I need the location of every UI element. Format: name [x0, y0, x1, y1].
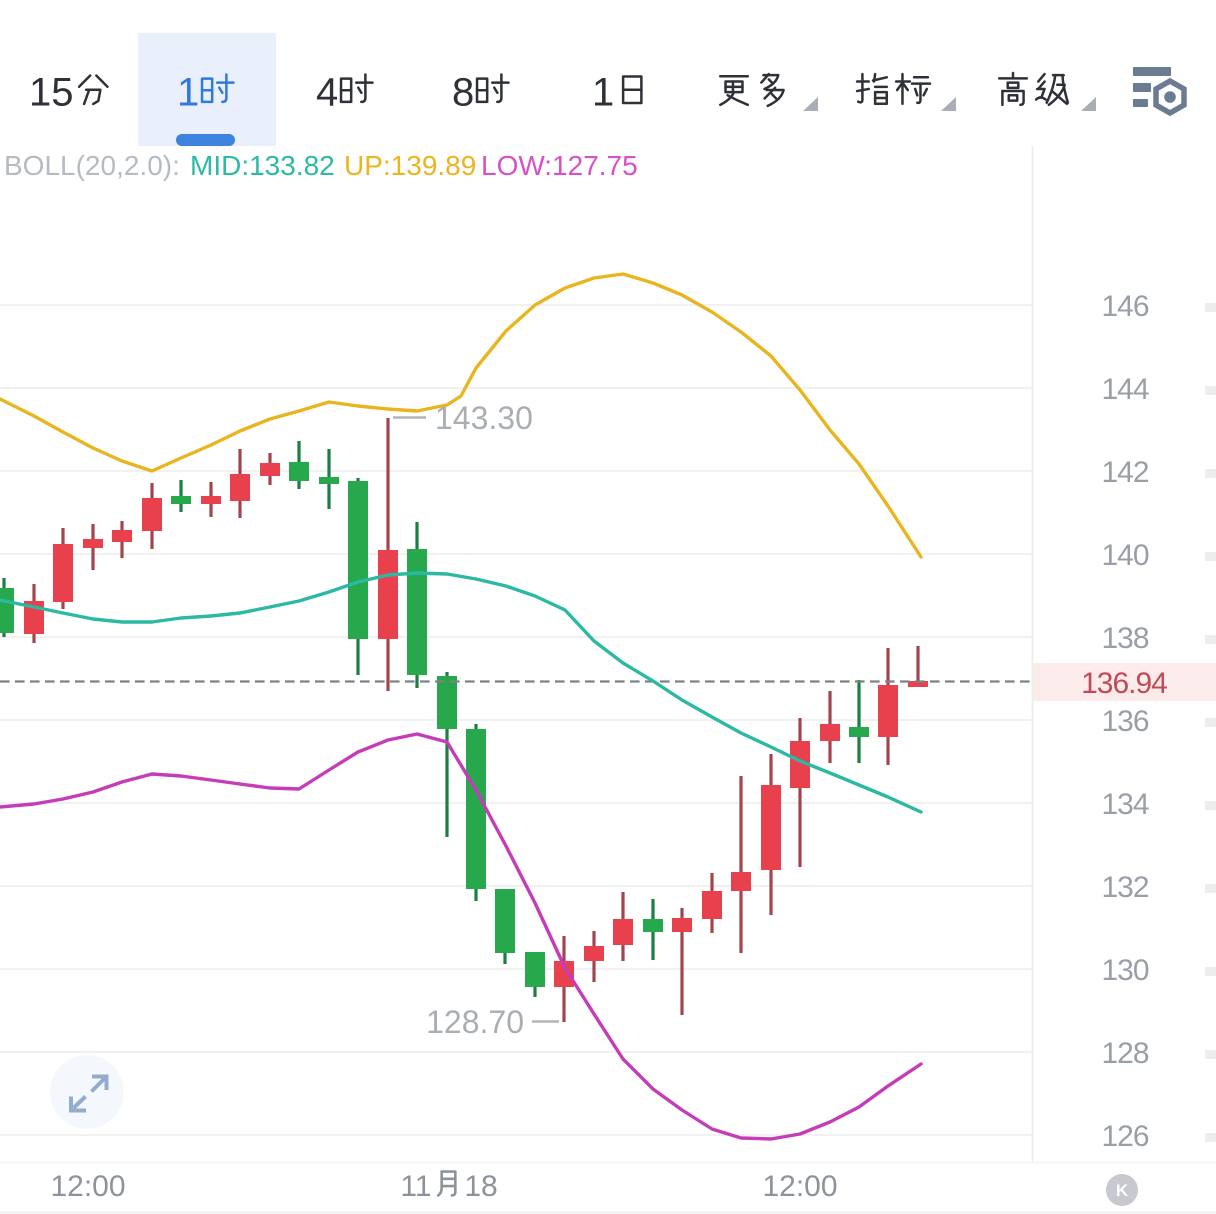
svg-text:1: 1 [592, 71, 614, 115]
svg-text:132: 132 [1101, 871, 1148, 904]
svg-text:BOLL(20,2.0):: BOLL(20,2.0): [4, 150, 180, 181]
svg-text:18: 18 [464, 1170, 497, 1203]
svg-text:126: 126 [1101, 1120, 1148, 1153]
svg-text:136.94: 136.94 [1081, 667, 1167, 700]
svg-text:130: 130 [1101, 954, 1148, 987]
svg-text:UP:139.89: UP:139.89 [344, 150, 476, 181]
svg-text:134: 134 [1101, 788, 1148, 821]
svg-text:LOW:127.75: LOW:127.75 [481, 150, 638, 181]
svg-text:146: 146 [1101, 290, 1148, 323]
svg-text:11: 11 [400, 1170, 431, 1203]
svg-text:4: 4 [316, 71, 338, 115]
svg-text:143.30: 143.30 [435, 400, 533, 436]
svg-text:MID:133.82: MID:133.82 [190, 150, 335, 181]
svg-text:144: 144 [1101, 373, 1148, 406]
svg-text:12:00: 12:00 [762, 1170, 837, 1203]
svg-text:142: 142 [1101, 456, 1148, 489]
svg-text:12:00: 12:00 [50, 1170, 125, 1203]
svg-text:15: 15 [29, 71, 74, 115]
svg-text:138: 138 [1101, 622, 1148, 655]
svg-text:8: 8 [452, 71, 474, 115]
svg-text:K: K [1116, 1181, 1129, 1200]
svg-text:140: 140 [1101, 539, 1148, 572]
svg-text:1: 1 [177, 71, 199, 115]
svg-text:128.70: 128.70 [426, 1004, 524, 1040]
svg-text:136: 136 [1101, 705, 1148, 738]
svg-text:128: 128 [1101, 1037, 1148, 1070]
